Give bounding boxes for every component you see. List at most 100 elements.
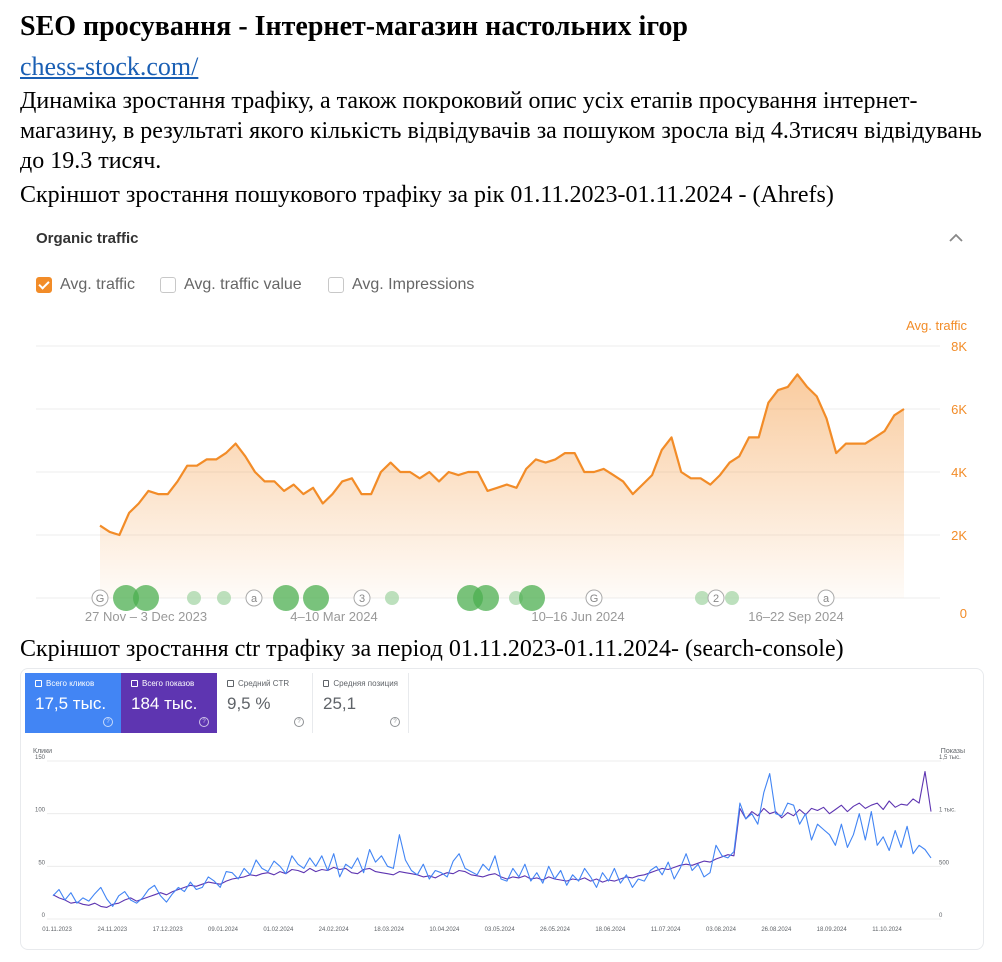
legend-avg-traffic[interactable]: Avg. traffic — [36, 276, 135, 294]
annotation-circle-icon — [113, 585, 139, 611]
x-tick-label: 24.11.2023 — [98, 927, 128, 933]
annotation-circle-icon — [725, 591, 739, 605]
x-tick-label: 01.11.2023 — [42, 927, 72, 933]
annotation-badge-label: a — [251, 593, 258, 605]
annotation-circle-icon — [217, 591, 231, 605]
metric-card-position[interactable]: Средняя позиция 25,1 ? — [313, 673, 409, 733]
annotation-badge-icon — [817, 589, 835, 607]
annotation-circle-icon — [519, 585, 545, 611]
traffic-line — [99, 373, 905, 537]
y-tick-label: 6K — [951, 402, 967, 417]
metric-label: Всего кликов — [46, 679, 95, 688]
right-tick-label: 500 — [939, 860, 950, 866]
annotation-circle-icon — [303, 585, 329, 611]
x-tick-label: 09.01.2024 — [208, 927, 239, 933]
help-icon[interactable]: ? — [294, 717, 304, 727]
checkbox-unchecked-icon[interactable] — [323, 680, 330, 687]
metric-card-ctr[interactable]: Средний CTR 9,5 % ? — [217, 673, 313, 733]
help-icon[interactable]: ? — [199, 717, 209, 727]
annotation-circle-icon — [273, 585, 299, 611]
x-tick-label: 16–22 Sep 2024 — [748, 609, 843, 624]
x-tick-label: 27 Nov – 3 Dec 2023 — [85, 609, 207, 624]
legend-avg-traffic-value[interactable]: Avg. traffic value — [160, 276, 302, 294]
right-axis-title: Показы — [941, 748, 965, 755]
y-tick-label: 4K — [951, 465, 967, 480]
clicks-line — [52, 773, 932, 907]
annotation-badge-icon — [91, 589, 109, 607]
annotation-badge-icon — [585, 589, 603, 607]
left-tick-label: 150 — [35, 755, 46, 761]
annotation-badge-label: 2 — [713, 593, 719, 605]
checkbox-unchecked-icon[interactable] — [328, 277, 344, 293]
x-tick-label: 18.03.2024 — [374, 927, 405, 933]
checkbox-unchecked-icon[interactable] — [160, 277, 176, 293]
x-tick-label: 03.05.2024 — [485, 927, 516, 933]
metric-card-impressions[interactable]: Всего показов 184 тыс. ? — [121, 673, 217, 733]
site-link[interactable]: chess-stock.com/ — [20, 52, 199, 81]
metric-value: 9,5 % — [227, 694, 271, 713]
left-tick-label: 0 — [42, 913, 46, 919]
legend-avg-impressions[interactable]: Avg. Impressions — [328, 276, 474, 294]
metric-label: Средняя позиция — [333, 679, 398, 688]
left-tick-label: 50 — [38, 860, 45, 866]
x-tick-label: 01.02.2024 — [263, 927, 294, 933]
y-tick-label: 0 — [960, 606, 967, 621]
x-tick-label: 10–16 Jun 2024 — [531, 609, 624, 624]
right-tick-label: 0 — [939, 913, 943, 919]
annotation-circle-icon — [695, 591, 709, 605]
x-tick-label: 24.02.2024 — [319, 927, 350, 933]
annotation-circle-icon — [187, 591, 201, 605]
annotation-badge-icon — [353, 589, 371, 607]
chevron-up-icon[interactable] — [946, 228, 966, 248]
help-icon[interactable]: ? — [103, 717, 113, 727]
description-text: Динаміка зростання трафіку, а також покр… — [20, 88, 982, 174]
annotation-circle-icon — [133, 585, 159, 611]
search-console-panel: Клики Показы 150 100 50 0 1,5 тыс. 1 тыс. 500 0 01… — [20, 668, 984, 950]
annotation-badge-label: G — [590, 593, 599, 605]
search-console-caption: Скріншот зростання ctr трафіку за період… — [20, 636, 844, 662]
x-tick-label: 18.09.2024 — [817, 927, 848, 933]
x-tick-label: 03.08.2024 — [706, 927, 737, 933]
left-tick-label: 100 — [35, 808, 46, 814]
metric-card-clicks[interactable]: Всего кликов 17,5 тыс. ? — [25, 673, 121, 733]
checkbox-checked-icon[interactable] — [35, 680, 42, 687]
ahrefs-caption: Скріншот зростання пошукового трафіку за… — [20, 182, 834, 208]
x-tick-label: 26.05.2024 — [540, 927, 571, 933]
x-tick-label: 4–10 Mar 2024 — [290, 609, 377, 624]
legend-label: Avg. traffic value — [184, 276, 302, 293]
legend-label: Avg. Impressions — [352, 276, 475, 293]
metric-value: 25,1 — [323, 694, 357, 713]
x-tick-label: 11.10.2024 — [872, 927, 902, 933]
x-tick-label: 10.04.2024 — [429, 927, 460, 933]
right-tick-label: 1,5 тыс. — [939, 755, 961, 761]
annotation-badge-icon — [707, 589, 725, 607]
metric-label: Всего показов — [142, 679, 195, 688]
x-tick-label: 26.08.2024 — [761, 927, 792, 933]
panel-title: Organic traffic — [36, 230, 139, 247]
metric-value: 17,5 тыс. — [35, 694, 107, 713]
y-tick-label: 2K — [951, 528, 967, 543]
x-tick-label: 11.07.2024 — [651, 927, 681, 933]
left-axis-title: Клики — [33, 748, 52, 755]
checkbox-checked-icon[interactable] — [131, 680, 138, 687]
annotation-badge-icon — [245, 589, 263, 607]
annotation-badge-label: G — [96, 593, 105, 605]
annotation-badge-label: a — [823, 593, 830, 605]
metric-value: 184 тыс. — [131, 694, 198, 713]
right-tick-label: 1 тыс. — [939, 808, 956, 814]
help-icon[interactable]: ? — [390, 717, 400, 727]
checkbox-unchecked-icon[interactable] — [227, 680, 234, 687]
annotation-badge-label: 3 — [359, 593, 365, 605]
checkbox-checked-icon[interactable] — [36, 277, 52, 293]
page-title: SEO просування - Інтернет-магазин настол… — [20, 11, 688, 42]
ahrefs-organic-traffic-panel: 8K 6K 4K 2K 0 Avg. traffic 27 Nov – 3 Dec 2023… — [20, 218, 982, 628]
y-tick-label: 8K — [951, 339, 967, 354]
impressions-line — [52, 770, 932, 908]
annotation-circle-icon — [385, 591, 399, 605]
legend-label: Avg. traffic — [60, 276, 135, 293]
metric-label: Средний CTR — [238, 679, 290, 688]
annotation-circle-icon — [473, 585, 499, 611]
y-axis-title: Avg. traffic — [906, 318, 967, 333]
ahrefs-chart: 8K 6K 4K 2K 0 Avg. traffic 27 Nov – 3 Dec 2023… — [36, 318, 968, 624]
